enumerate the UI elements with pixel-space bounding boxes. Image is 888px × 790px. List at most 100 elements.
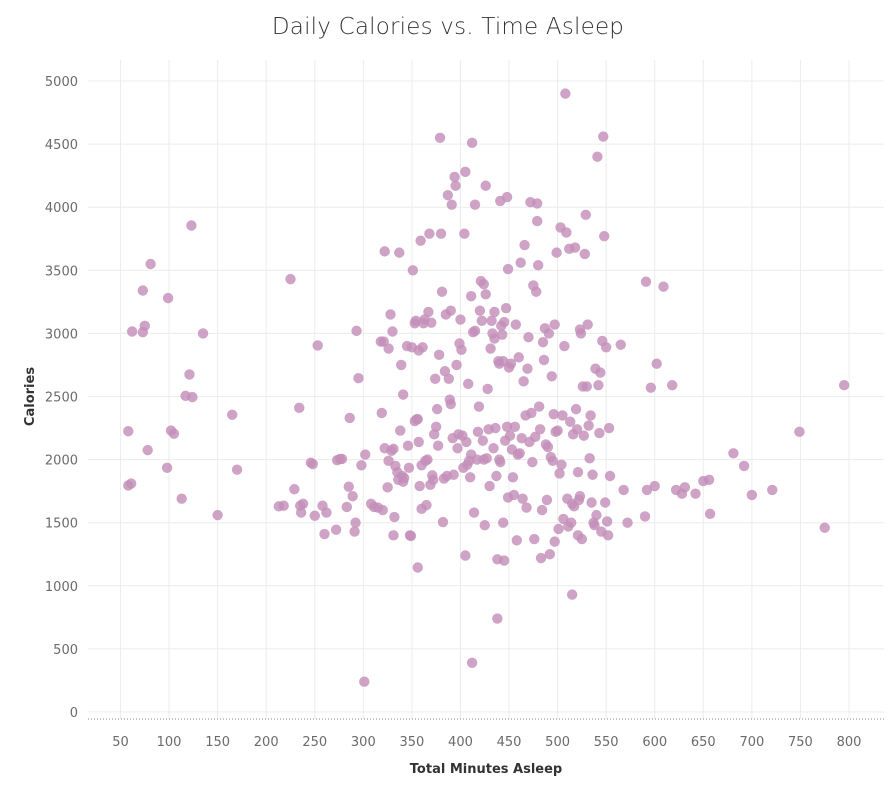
data-point <box>126 326 138 337</box>
data-point <box>460 166 471 178</box>
data-point <box>452 443 463 454</box>
data-point <box>359 676 370 687</box>
data-point <box>449 171 460 183</box>
data-point <box>532 260 544 271</box>
data-point <box>123 426 134 437</box>
data-point <box>476 315 488 326</box>
y-tick-label: 4500 <box>45 138 78 153</box>
data-point <box>514 448 525 459</box>
data-point <box>604 470 616 482</box>
data-point <box>546 371 557 382</box>
data-point <box>498 316 510 328</box>
data-point <box>379 246 390 257</box>
data-point <box>505 358 517 369</box>
data-point <box>278 500 289 511</box>
data-point <box>405 530 417 542</box>
data-point <box>460 550 471 561</box>
data-point <box>553 523 564 535</box>
data-point <box>466 657 478 668</box>
data-point <box>431 403 443 415</box>
data-point <box>459 228 470 239</box>
data-point <box>592 151 603 162</box>
x-tick-label: 250 <box>302 735 327 750</box>
data-point <box>482 383 493 395</box>
data-point <box>533 401 545 412</box>
y-tick-label: 1000 <box>45 580 78 595</box>
data-point <box>542 441 554 453</box>
data-point <box>500 302 512 314</box>
data-point <box>481 453 492 464</box>
data-point <box>383 343 394 354</box>
data-point <box>464 472 476 483</box>
data-point <box>465 290 477 302</box>
data-point <box>309 510 320 521</box>
data-point <box>307 458 319 470</box>
data-point <box>231 464 243 475</box>
data-point <box>586 497 597 508</box>
data-point <box>184 369 195 380</box>
data-point <box>639 511 651 522</box>
data-point <box>437 516 449 528</box>
data-point <box>451 359 462 371</box>
data-point <box>704 508 716 520</box>
y-tick-label: 0 <box>70 706 78 721</box>
data-point <box>576 533 588 545</box>
data-point <box>587 469 598 480</box>
data-point <box>356 460 367 471</box>
data-point <box>583 420 594 431</box>
y-tick-label: 3000 <box>45 327 78 342</box>
data-point <box>561 227 572 238</box>
y-gridlines <box>88 80 884 713</box>
data-point <box>572 467 584 478</box>
x-tick-label: 500 <box>545 735 570 750</box>
y-tick-label: 1500 <box>45 517 78 532</box>
data-point <box>330 524 342 535</box>
data-point <box>341 501 353 513</box>
data-point <box>579 248 590 260</box>
data-point <box>495 456 506 468</box>
data-point <box>347 490 358 502</box>
data-point <box>472 426 484 438</box>
data-point <box>125 478 137 489</box>
data-point <box>559 340 570 352</box>
data-point <box>560 88 571 99</box>
data-point <box>566 589 578 600</box>
data-point <box>544 549 556 560</box>
x-tick-label: 450 <box>497 735 522 750</box>
data-point <box>551 247 562 258</box>
data-point <box>461 436 472 448</box>
data-point <box>469 325 481 337</box>
data-point <box>581 381 592 392</box>
data-point <box>319 528 330 540</box>
data-point <box>526 407 537 419</box>
x-tick-label: 600 <box>642 735 667 750</box>
data-point <box>186 220 197 231</box>
data-point <box>321 507 332 518</box>
data-point <box>570 403 582 415</box>
data-point <box>312 340 323 351</box>
x-tick-label: 100 <box>157 735 182 750</box>
data-point <box>598 131 609 142</box>
data-point <box>450 180 461 191</box>
data-point <box>477 435 489 446</box>
data-point <box>584 453 595 464</box>
data-point <box>502 263 514 275</box>
data-point <box>412 414 423 425</box>
data-point <box>517 493 528 504</box>
data-point <box>344 412 355 424</box>
y-tick-label: 2500 <box>45 391 78 406</box>
data-point <box>556 459 567 470</box>
data-point <box>667 379 678 391</box>
data-point <box>591 509 602 521</box>
data-point <box>456 344 467 356</box>
data-point <box>574 490 586 502</box>
x-tick-label: 300 <box>351 735 376 750</box>
data-point <box>569 242 581 253</box>
data-point <box>394 247 405 258</box>
data-point <box>428 474 439 485</box>
data-point <box>480 289 491 300</box>
data-point <box>197 328 209 339</box>
data-point <box>565 517 577 528</box>
data-point <box>541 494 553 506</box>
